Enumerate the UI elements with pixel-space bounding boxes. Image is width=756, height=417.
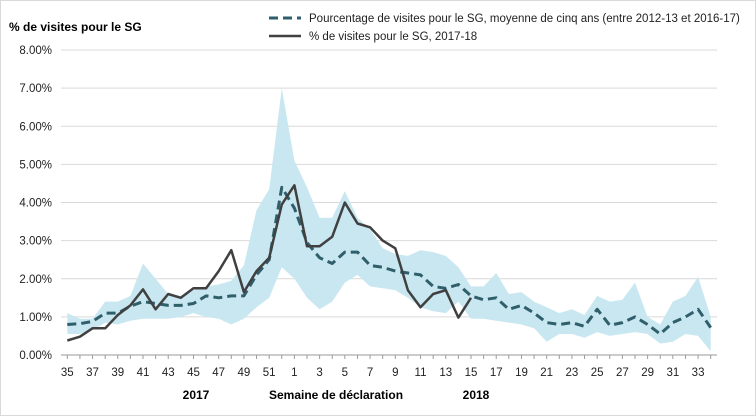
x-tick-label: 29 xyxy=(641,367,654,379)
y-tick-label: 4.00% xyxy=(19,198,52,210)
y-tick-label: 6.00% xyxy=(19,121,52,133)
x-tick-label: 25 xyxy=(591,367,604,379)
x-tick-label: 23 xyxy=(566,367,579,379)
y-tick-label: 8.00% xyxy=(19,45,52,57)
y-tick-labels: 0.00% 1.00% 2.00% 3.00% 4.00% 5.00% 6.00% 7.00%… xyxy=(19,45,52,362)
x-tick-label: 33 xyxy=(692,367,705,379)
x-tick-label: 51 xyxy=(263,367,276,379)
x-tick-label: 45 xyxy=(187,367,200,379)
x-tick-labels: 35 37 39 41 43 45 47 49 51 1 3 5 7 9 11 13 15 17 19 21 23 25 2… xyxy=(61,355,712,379)
x-tick-label: 37 xyxy=(86,367,99,379)
x-tick-label: 13 xyxy=(439,367,452,379)
min-max-range-area xyxy=(67,88,711,352)
x-tick-label: 3 xyxy=(316,367,322,379)
y-tick-label: 7.00% xyxy=(19,83,52,95)
y-tick-label: 5.00% xyxy=(19,159,52,171)
y-axis-label: % de visites pour le SG xyxy=(9,20,142,34)
year-label-2017: 2017 xyxy=(183,388,210,402)
x-tick-label: 31 xyxy=(666,367,679,379)
x-tick-label: 19 xyxy=(515,367,528,379)
year-label-2018: 2018 xyxy=(463,388,490,402)
x-tick-label: 27 xyxy=(616,367,629,379)
legend-label-average: Pourcentage de visites pour le SG, moyen… xyxy=(309,13,740,25)
x-tick-label: 17 xyxy=(490,367,503,379)
x-tick-label: 1 xyxy=(291,367,297,379)
x-tick-label: 15 xyxy=(465,367,478,379)
range-band xyxy=(67,88,711,352)
series-line-2017-18 xyxy=(66,184,473,342)
x-tick-label: 39 xyxy=(111,367,124,379)
x-tick-label: 43 xyxy=(162,367,175,379)
x-axis-label: Semaine de déclaration xyxy=(269,388,403,402)
x-tick-label: 47 xyxy=(212,367,225,379)
legend-label-current: % de visites pour le SG, 2017-18 xyxy=(309,31,477,43)
series-line-five-year-average xyxy=(67,185,712,336)
legend: Pourcentage de visites pour le SG, moyen… xyxy=(269,13,740,43)
y-tick-label: 3.00% xyxy=(19,236,52,248)
x-tick-label: 41 xyxy=(137,367,150,379)
x-tick-label: 49 xyxy=(238,367,251,379)
x-tick-label: 7 xyxy=(367,367,373,379)
y-tick-label: 0.00% xyxy=(19,350,52,362)
x-tick-label: 21 xyxy=(540,367,553,379)
series-lines xyxy=(66,184,712,342)
x-tick-label: 35 xyxy=(61,367,74,379)
y-tick-label: 2.00% xyxy=(19,274,52,286)
x-tick-label: 9 xyxy=(392,367,398,379)
x-tick-label: 5 xyxy=(342,367,348,379)
y-tick-label: 1.00% xyxy=(19,312,52,324)
x-tick-label: 11 xyxy=(415,367,427,379)
